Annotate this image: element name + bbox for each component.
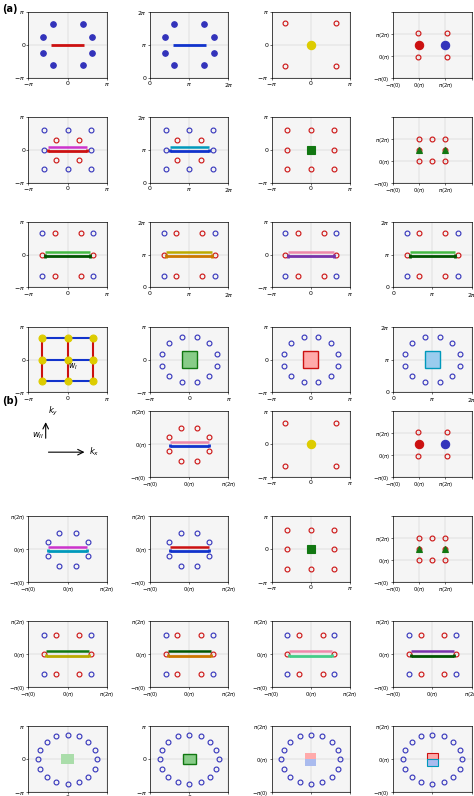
Bar (183, 754, 195, 764)
Bar (182, 351, 197, 369)
Bar (427, 759, 438, 766)
Bar (303, 351, 318, 369)
Text: $k_x$: $k_x$ (89, 445, 99, 458)
Bar (62, 754, 74, 764)
Text: $k_y$: $k_y$ (48, 405, 58, 418)
Bar (305, 753, 316, 759)
Text: (b): (b) (2, 396, 18, 407)
Text: (a): (a) (2, 4, 18, 14)
Text: $w_{II}$: $w_{II}$ (32, 431, 45, 441)
Bar (425, 351, 440, 369)
Text: $w_I$: $w_I$ (67, 362, 77, 373)
Bar (305, 759, 316, 766)
Bar (427, 753, 438, 759)
